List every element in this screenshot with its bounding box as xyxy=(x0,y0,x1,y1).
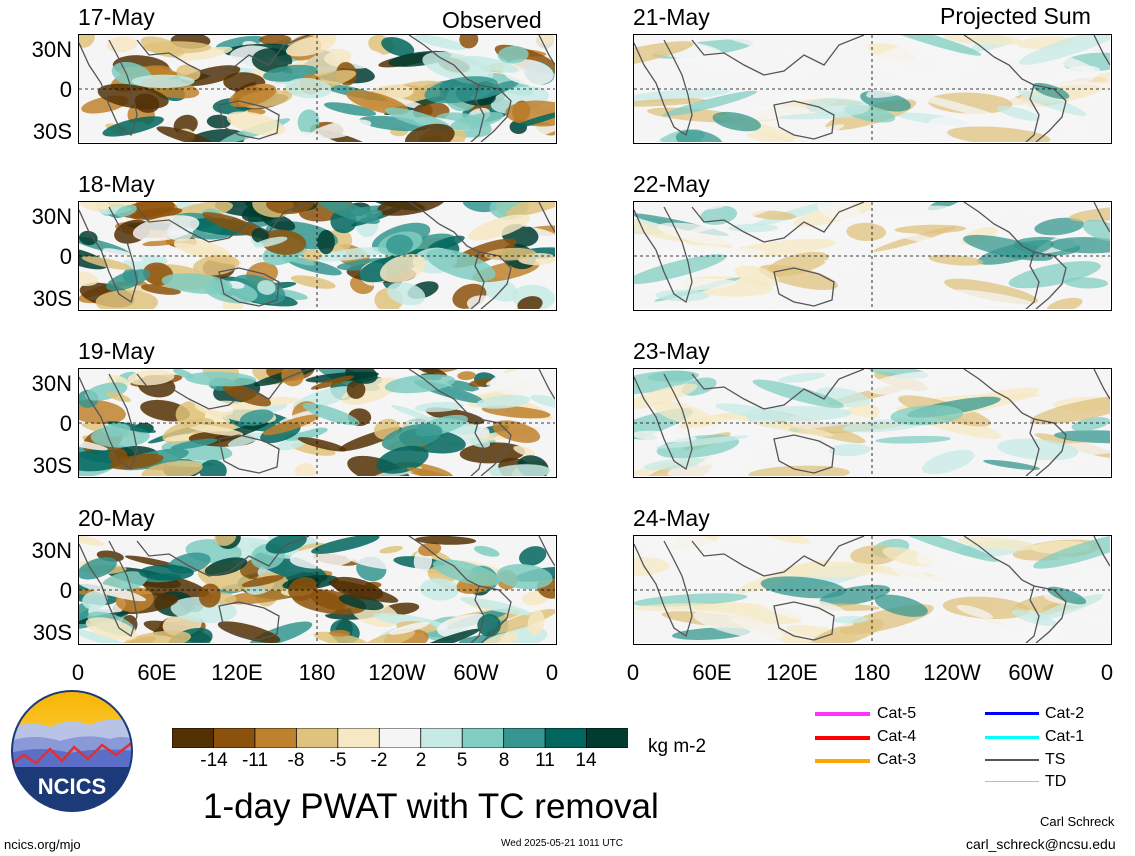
colorbar-swatch xyxy=(461,728,505,748)
lon-label: 0 xyxy=(1100,660,1114,685)
panel-date-3: 19-May xyxy=(78,338,155,364)
pwat-field xyxy=(634,35,1110,142)
panel-date-4: 20-May xyxy=(78,505,155,531)
colorbar-units: kg m-2 xyxy=(648,736,707,757)
pwat-field xyxy=(634,202,1110,309)
map-panel xyxy=(633,535,1112,645)
panel-date-6: 22-May xyxy=(633,171,710,197)
legend-label-td: TD xyxy=(1045,773,1067,790)
map-panel xyxy=(633,34,1112,144)
colorbar-swatch xyxy=(172,728,215,748)
legend-swatch-cat2 xyxy=(985,712,1039,715)
legend-label-cat2: Cat-2 xyxy=(1045,705,1085,722)
pwat-field xyxy=(79,369,555,476)
footer-url[interactable]: ncics.org/mjo xyxy=(4,837,81,852)
lat-label-30s: 30S xyxy=(32,286,72,311)
colorbar-swatch xyxy=(503,728,546,748)
figure-title: 1-day PWAT with TC removal xyxy=(203,787,659,826)
panel-date-8: 24-May xyxy=(633,505,710,531)
panel-date-7: 23-May xyxy=(633,338,710,364)
lon-label: 120E xyxy=(211,660,263,685)
colorbar-swatch xyxy=(254,728,298,748)
colorbar-label: -11 xyxy=(241,750,269,771)
legend-label-cat5: Cat-5 xyxy=(877,705,917,722)
footer-timestamp: Wed 2025-05-21 1011 UTC xyxy=(501,838,623,849)
colorbar-swatch xyxy=(420,728,464,748)
legend-label-ts: TS xyxy=(1045,751,1066,768)
lon-label: 180 xyxy=(853,660,891,685)
colorbar-label: 14 xyxy=(575,750,597,771)
header-observed: Observed xyxy=(442,7,542,33)
lat-label-30s: 30S xyxy=(32,119,72,144)
legend-label-cat4: Cat-4 xyxy=(877,728,917,745)
footer-author: Carl Schreck xyxy=(1040,814,1115,829)
logo-text: NCICS xyxy=(38,774,106,799)
legend-swatch-cat3 xyxy=(815,759,870,763)
pwat-field xyxy=(79,202,555,309)
map-panel xyxy=(633,201,1112,311)
map-panel xyxy=(78,535,557,645)
colorbar xyxy=(172,728,628,748)
panel-date-1: 17-May xyxy=(78,4,155,30)
lat-label-30n: 30N xyxy=(31,538,72,563)
map-panel xyxy=(633,368,1112,478)
pwat-field xyxy=(79,536,555,643)
lat-label-30n: 30N xyxy=(31,204,72,229)
colorbar-label: 2 xyxy=(415,750,427,771)
colorbar-label: -8 xyxy=(287,750,305,771)
lat-label-eq: 0 xyxy=(59,244,72,269)
ncics-logo: NCICS xyxy=(11,690,133,812)
lat-label-eq: 0 xyxy=(59,578,72,603)
panel-date-2: 18-May xyxy=(78,171,155,197)
colorbar-swatch xyxy=(337,728,381,748)
colorbar-label: -2 xyxy=(370,750,388,771)
colorbar-swatch xyxy=(544,728,588,748)
map-panel xyxy=(78,368,557,478)
lon-label: 120E xyxy=(766,660,818,685)
legend-swatch-ts xyxy=(985,759,1039,761)
pwat-field xyxy=(634,536,1110,643)
legend-swatch-td xyxy=(985,781,1039,782)
lon-label: 60W xyxy=(1008,660,1054,685)
lon-label: 0 xyxy=(71,660,85,685)
lon-label: 60E xyxy=(692,660,732,685)
legend-label-cat3: Cat-3 xyxy=(877,751,917,768)
lon-label: 120W xyxy=(923,660,981,685)
header-projected: Projected Sum xyxy=(940,3,1091,29)
lon-label: 0 xyxy=(545,660,559,685)
lon-label: 60W xyxy=(453,660,499,685)
lat-label-30s: 30S xyxy=(32,620,72,645)
colorbar-label: -5 xyxy=(329,750,347,771)
colorbar-swatch xyxy=(586,728,628,748)
map-panel xyxy=(78,34,557,144)
map-panel xyxy=(78,201,557,311)
lon-label: 60E xyxy=(137,660,177,685)
lat-label-30n: 30N xyxy=(31,37,72,62)
colorbar-label: 8 xyxy=(498,750,510,771)
lon-label: 180 xyxy=(298,660,336,685)
colorbar-swatch xyxy=(378,728,422,748)
pwat-field xyxy=(634,369,1110,476)
panel-date-5: 21-May xyxy=(633,4,710,30)
colorbar-label: 5 xyxy=(456,750,468,771)
legend-swatch-cat4 xyxy=(815,736,870,740)
lat-label-eq: 0 xyxy=(59,411,72,436)
lon-label: 0 xyxy=(626,660,640,685)
lat-label-30n: 30N xyxy=(31,371,72,396)
legend-swatch-cat1 xyxy=(985,736,1039,739)
legend-swatch-cat5 xyxy=(815,712,870,716)
lon-label: 120W xyxy=(368,660,426,685)
colorbar-swatch xyxy=(213,728,256,748)
colorbar-label: -14 xyxy=(200,750,228,771)
colorbar-swatch xyxy=(295,728,339,748)
pwat-field xyxy=(79,35,555,142)
colorbar-label: 11 xyxy=(535,750,555,771)
lat-label-30s: 30S xyxy=(32,453,72,478)
footer-email[interactable]: carl_schreck@ncsu.edu xyxy=(966,836,1116,852)
lat-label-eq: 0 xyxy=(59,77,72,102)
legend-label-cat1: Cat-1 xyxy=(1045,728,1085,745)
